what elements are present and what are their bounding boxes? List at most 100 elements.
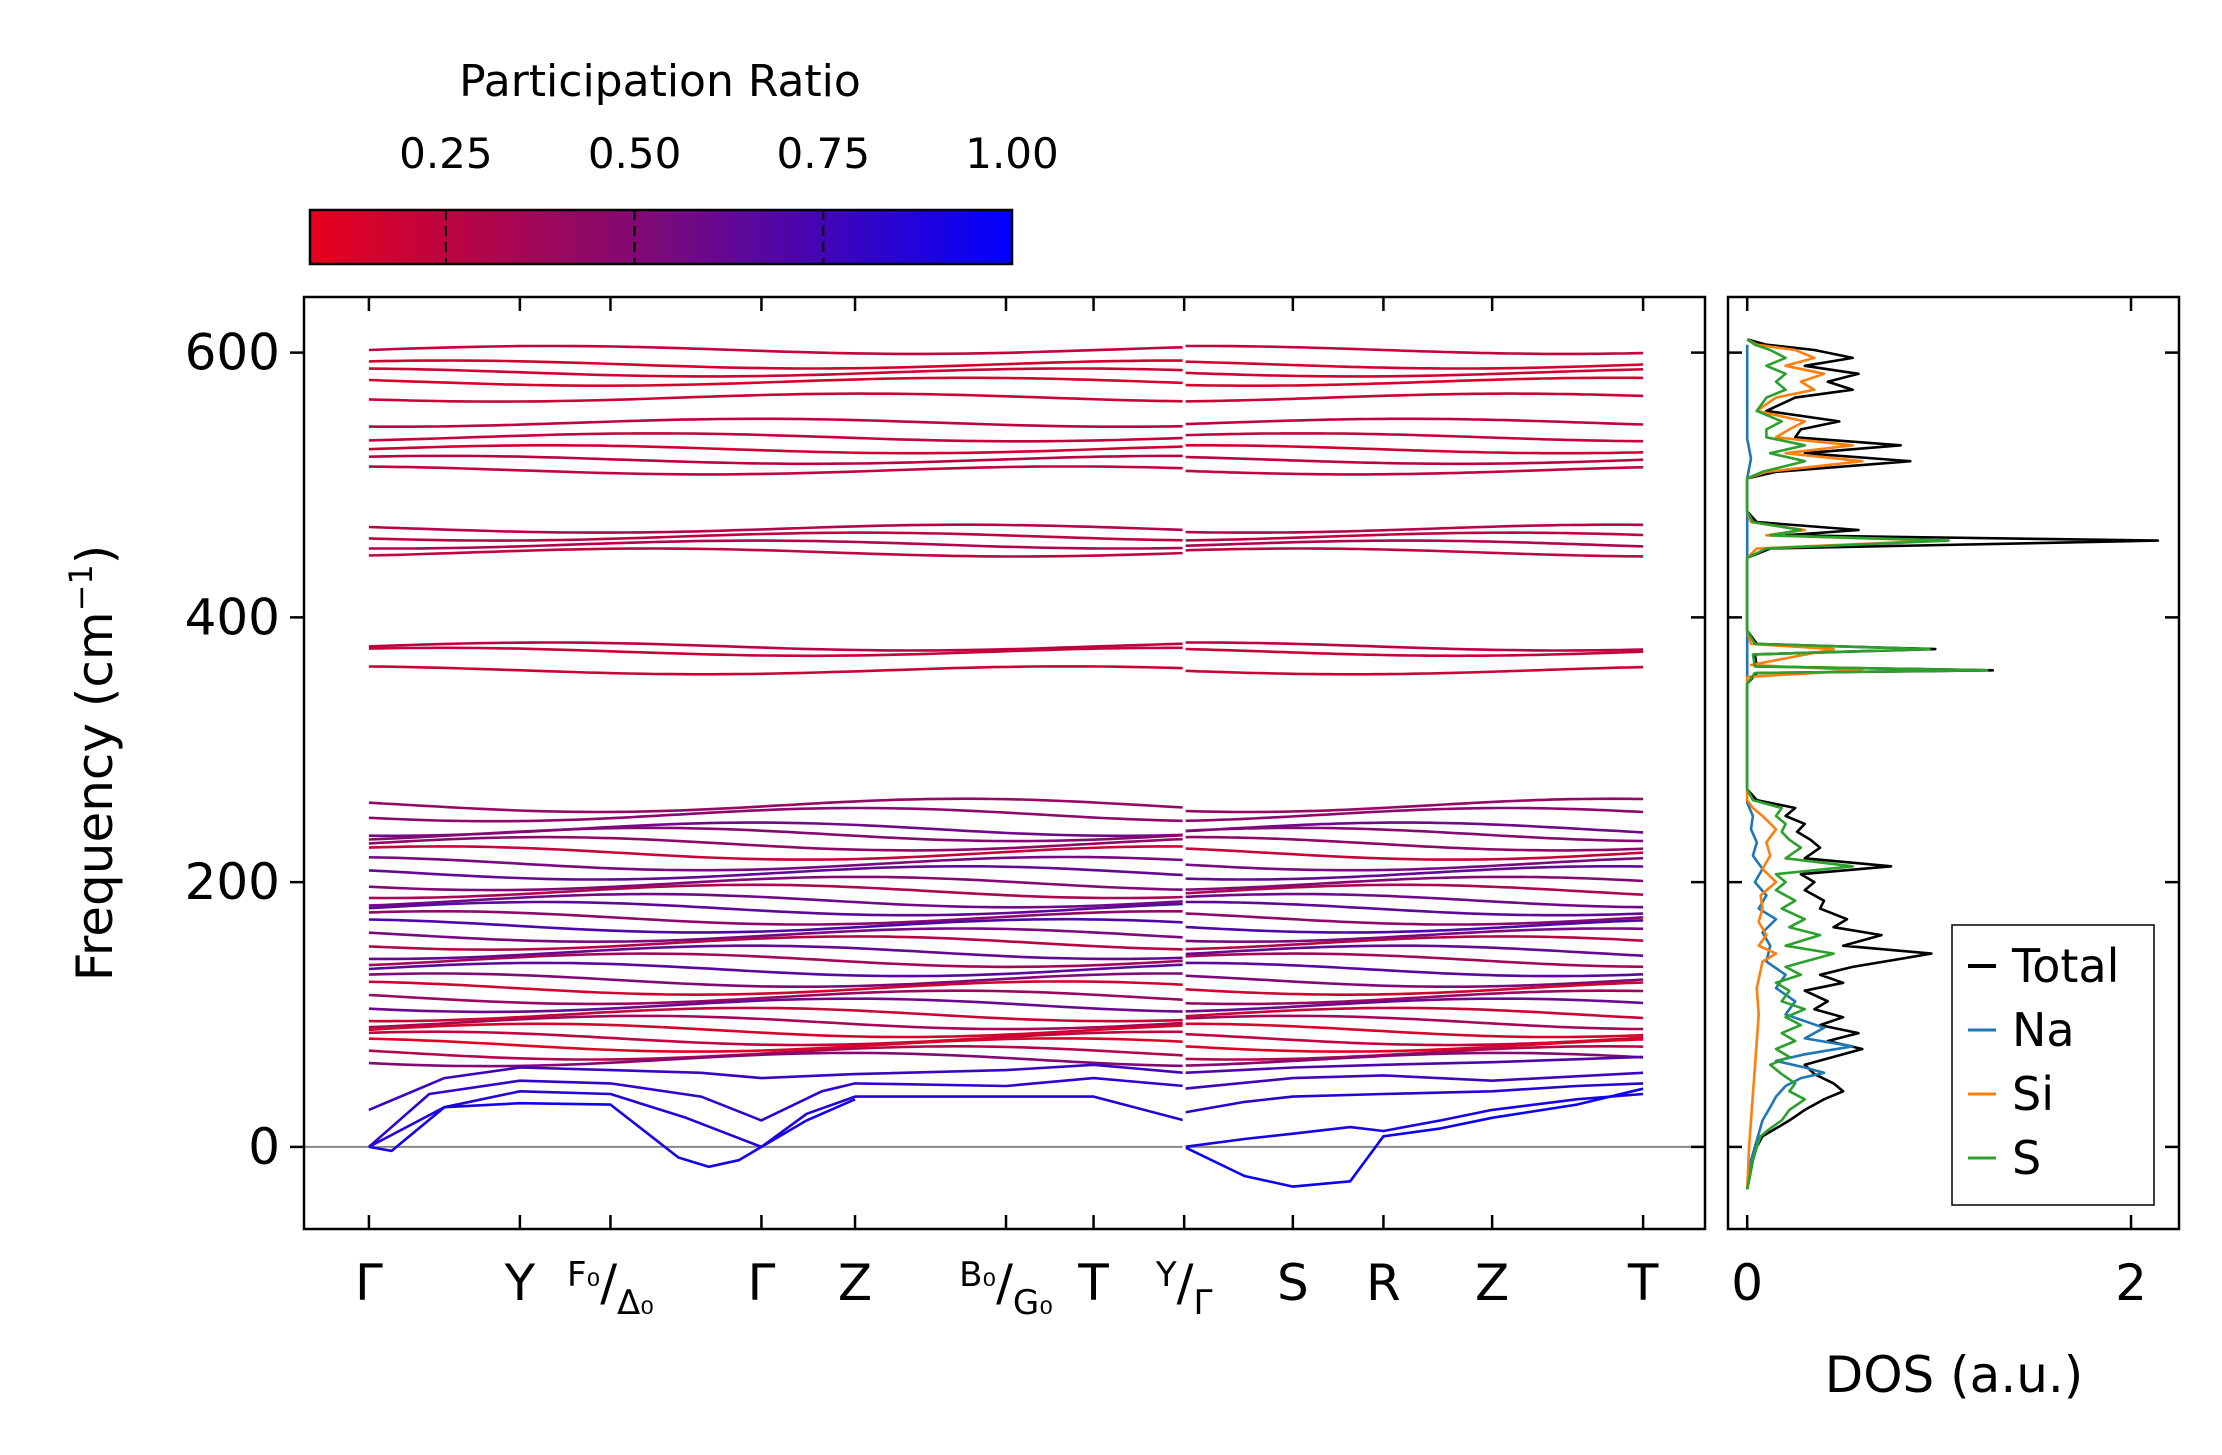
- optical-band-line: [368, 910, 1185, 926]
- optical-band-line: [368, 875, 1185, 892]
- optical-band-line: [368, 547, 1185, 558]
- optical-band-line: [1184, 392, 1644, 403]
- optical-band-line: [1184, 1051, 1644, 1067]
- kpoint-label: Γ: [748, 1254, 776, 1312]
- optical-band-line: [1184, 875, 1644, 891]
- kpoint-label-upper: F₀: [567, 1255, 600, 1295]
- optical-band-line: [368, 1006, 1185, 1023]
- optical-band-line: [368, 989, 1185, 1006]
- kpoint-label: Z: [1475, 1254, 1509, 1312]
- acoustic-band-line: [1183, 1082, 1644, 1114]
- optical-band-line: [368, 826, 1185, 843]
- optical-band-line: [368, 980, 1185, 997]
- optical-band-line: [368, 900, 1185, 917]
- optical-band-line: [368, 367, 1185, 378]
- optical-band-line: [1184, 417, 1644, 426]
- acoustic-band-line: [1184, 1055, 1644, 1075]
- colorbar-tick-label: 0.75: [777, 129, 871, 178]
- optical-band-line: [1184, 806, 1644, 823]
- legend-label: Si: [2012, 1067, 2054, 1121]
- optical-band-line: [1184, 1006, 1644, 1020]
- optical-band-line: [1184, 944, 1644, 957]
- y-tick-label: 200: [185, 853, 280, 911]
- optical-band-line: [1184, 961, 1644, 978]
- optical-band-line: [1184, 432, 1644, 443]
- kpoint-label-lower: Γ: [1193, 1283, 1212, 1323]
- dos-x-axis-label: DOS (a.u.): [1825, 1346, 2084, 1404]
- y-tick-label: 600: [185, 324, 280, 382]
- kpoint-label: T: [1627, 1254, 1659, 1312]
- optical-band-line: [1184, 826, 1644, 843]
- optical-band-line: [1184, 997, 1644, 1013]
- dos-series-line-na: [1745, 344, 1854, 1190]
- optical-band-line: [1184, 368, 1644, 378]
- optical-band-line: [368, 665, 1185, 676]
- optical-band-line: [368, 917, 1185, 934]
- y-tick-label: 400: [185, 588, 280, 646]
- optical-band-line: [368, 376, 1185, 387]
- optical-band-line: [1184, 912, 1644, 926]
- band-plot-frame: [302, 295, 1707, 1231]
- optical-band-line: [1184, 641, 1644, 652]
- optical-band-line: [1184, 344, 1644, 356]
- band-lines: [368, 297, 1644, 1229]
- optical-band-line: [1184, 455, 1644, 466]
- optical-band-line: [368, 997, 1185, 1014]
- optical-band-line: [368, 1030, 1185, 1047]
- kpoint-label: Γ: [355, 1254, 383, 1312]
- optical-band-line: [1184, 531, 1644, 542]
- dos-series-line-total: [1745, 338, 2160, 1190]
- optical-band-line: [1184, 1014, 1644, 1031]
- kpoint-label: F₀/Δ₀: [567, 1254, 654, 1323]
- optical-band-line: [1184, 360, 1644, 370]
- kpoint-label: Y/Γ: [1155, 1254, 1213, 1323]
- optical-band-line: [1184, 547, 1644, 558]
- kpoint-label: Y: [504, 1254, 536, 1312]
- acoustic-band-line: [1184, 1071, 1644, 1090]
- optical-band-line: [368, 1037, 1185, 1053]
- kpoint-label: S: [1277, 1254, 1309, 1312]
- optical-band-line: [368, 444, 1185, 455]
- y-tick-label: 0: [248, 1118, 280, 1176]
- legend-label: Total: [2011, 939, 2119, 993]
- kpoint-label-upper: B₀: [959, 1255, 996, 1295]
- optical-band-line: [1184, 539, 1644, 548]
- optical-band-line: [368, 531, 1185, 542]
- colorbar: Participation Ratio 0.25 0.50 0.75 1.00: [308, 56, 1059, 266]
- dos-x-tick-label: 2: [2115, 1254, 2147, 1312]
- optical-band-line: [1184, 847, 1644, 861]
- optical-band-line: [368, 935, 1185, 952]
- y-axis-label-exponent: −1: [62, 564, 100, 611]
- dos-plot-frame: [1726, 295, 2181, 1231]
- kpoint-label: Z: [838, 1254, 872, 1312]
- kpoint-label-upper: Y: [1155, 1255, 1177, 1295]
- optical-band-line: [1184, 665, 1644, 676]
- optical-band-line: [1184, 935, 1644, 951]
- legend: Total Na Si S: [1951, 924, 2155, 1206]
- colorbar-ticks: 0.25 0.50 0.75 1.00: [399, 129, 1059, 264]
- optical-band-line: [1184, 444, 1644, 455]
- kpoint-label: R: [1366, 1254, 1401, 1312]
- optical-band-line: [1184, 900, 1644, 917]
- optical-band-line: [1184, 919, 1644, 934]
- optical-band-line: [368, 523, 1185, 534]
- optical-band-line: [368, 961, 1185, 978]
- y-axis-label-close: ): [66, 545, 124, 565]
- acoustic-band-line: [368, 1098, 856, 1169]
- acoustic-band-line: [368, 1076, 1185, 1148]
- optical-band-line: [368, 927, 1185, 943]
- optical-band-line: [368, 806, 1185, 823]
- optical-band-line: [1184, 952, 1644, 969]
- kpoint-label: B₀/G₀: [959, 1254, 1053, 1323]
- legend-label: S: [2012, 1131, 2041, 1185]
- optical-band-line: [368, 865, 1185, 881]
- optical-band-line: [1184, 1022, 1644, 1039]
- optical-band-line: [368, 1051, 1185, 1068]
- optical-band-line: [368, 641, 1185, 652]
- acoustic-band-line: [1184, 1092, 1644, 1149]
- optical-band-line: [1184, 797, 1644, 814]
- frequency-axis-ticks: 0 200 400 600: [185, 324, 1705, 1176]
- optical-band-line: [368, 1014, 1185, 1031]
